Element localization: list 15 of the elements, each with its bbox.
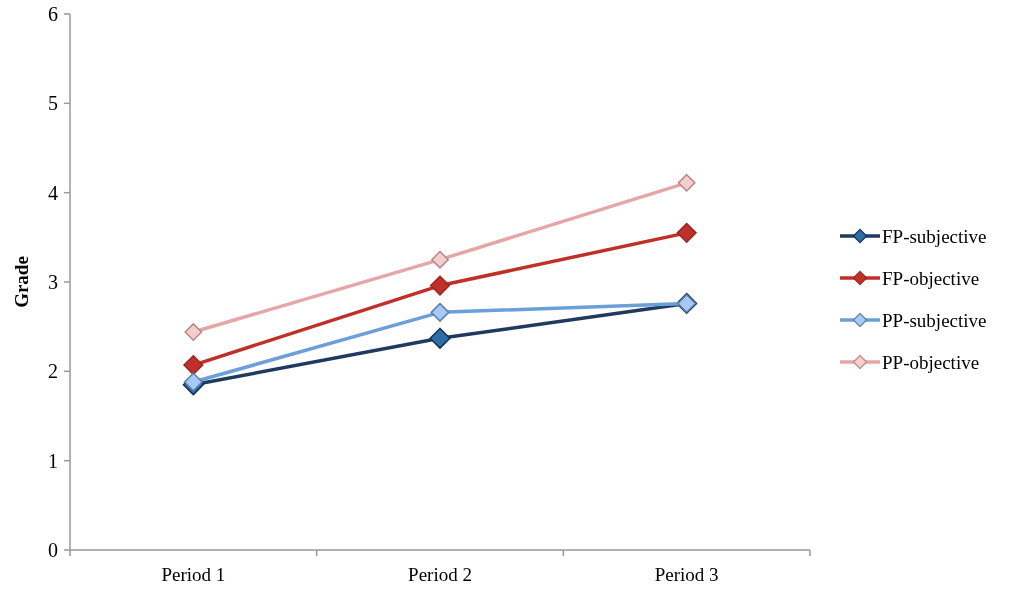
x-tick-label: Period 2 (408, 564, 472, 585)
y-axis-title: Grade (11, 256, 32, 308)
y-tick-label: 5 (48, 92, 58, 115)
y-tick-label: 2 (48, 360, 58, 383)
legend-label: FP-subjective (882, 225, 987, 247)
y-tick-label: 3 (48, 271, 58, 293)
y-tick-label: 0 (48, 539, 58, 561)
legend-label: PP-subjective (882, 309, 987, 331)
legend-label: FP-objective (882, 267, 980, 289)
y-tick-label: 1 (48, 449, 58, 472)
x-tick-label: Period 3 (654, 564, 719, 585)
x-tick-label: Period 1 (161, 564, 226, 585)
legend-label: PP-objective (882, 351, 980, 373)
y-tick-label: 6 (48, 3, 58, 25)
y-tick-label: 4 (48, 181, 58, 204)
